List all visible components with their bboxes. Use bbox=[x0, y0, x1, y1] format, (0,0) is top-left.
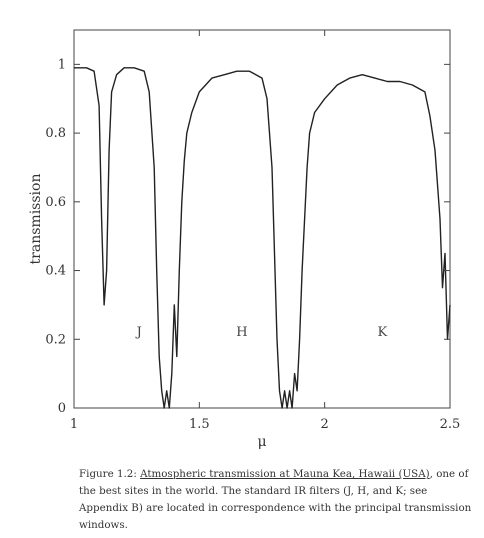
x-axis-title: μ bbox=[257, 434, 266, 450]
y-tick-label: 0.4 bbox=[45, 264, 66, 279]
x-tick-label: 2.5 bbox=[440, 417, 461, 432]
band-label-j: J bbox=[135, 325, 142, 340]
y-tick-label: 0.2 bbox=[45, 332, 66, 347]
y-tick-label: 0.6 bbox=[45, 195, 66, 210]
caption-underlined-text: Atmospheric transmission at Mauna Kea, H… bbox=[140, 468, 430, 480]
x-tick-label: 1 bbox=[70, 417, 78, 432]
transmission-chart: 1 1.5 2 2.5 0 0.2 0.4 0.6 0.8 1 J H K μ transmissi… bbox=[28, 29, 460, 450]
y-axis: 0 0.2 0.4 0.6 0.8 1 bbox=[45, 57, 450, 416]
figure-caption: Figure 1.2: Atmospheric transmission at … bbox=[79, 466, 479, 534]
band-label-k: K bbox=[377, 325, 387, 340]
plot-area bbox=[73, 29, 451, 409]
band-label-h: H bbox=[236, 325, 247, 340]
caption-prefix: Figure 1.2: bbox=[79, 468, 141, 480]
y-tick-label: 1 bbox=[58, 57, 66, 72]
plot-frame bbox=[73, 29, 451, 409]
transmission-line bbox=[74, 67, 451, 409]
x-tick-label: 2 bbox=[321, 417, 329, 432]
caption-rest: , one of the best sites in the world. Th… bbox=[79, 468, 472, 531]
x-tick-label: 1.5 bbox=[189, 417, 210, 432]
y-axis-title: transmission bbox=[28, 174, 44, 265]
x-axis: 1 1.5 2 2.5 bbox=[70, 30, 460, 432]
y-tick-label: 0 bbox=[58, 401, 66, 416]
y-tick-label: 0.8 bbox=[45, 126, 66, 141]
